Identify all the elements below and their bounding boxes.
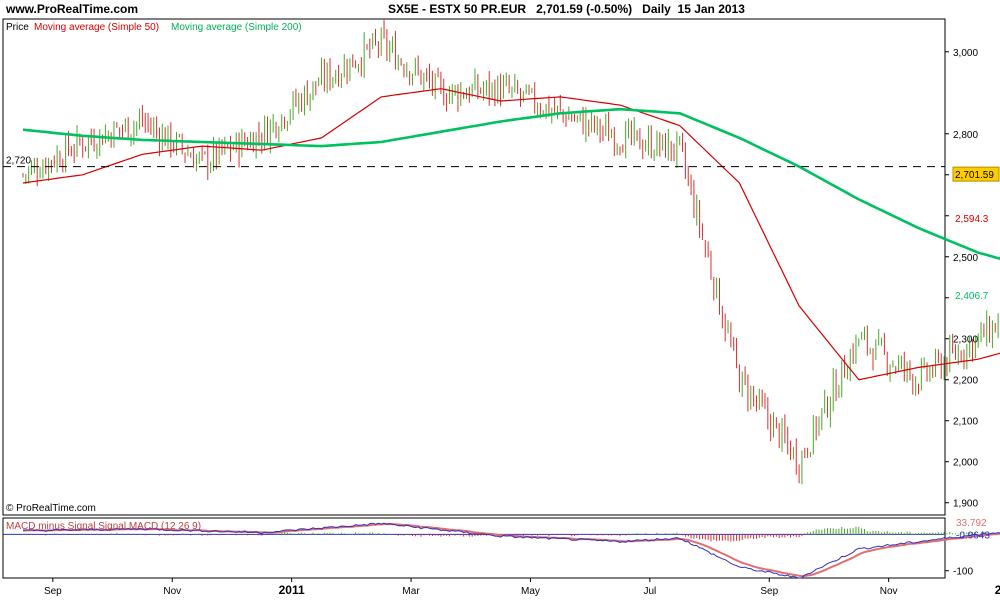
y-tick-label: 1,900 [953,499,978,510]
x-tick-label: May [521,586,540,597]
price-marker-label: 2,406.7 [955,291,989,302]
chart-title: SX5E - ESTX 50 PR.EUR 2,701.59 (-0.50%) … [388,2,745,16]
copyright: © ProRealTime.com [6,503,96,514]
macd-y-tick-label: -100 [953,567,973,578]
price-markers: 2,701.59 2,594.3 2,406.7 [952,166,1000,303]
y-tick-label: 2,100 [953,417,978,428]
chart-date: 15 Jan 2013 [677,2,745,16]
chart-header: www.ProRealTime.com SX5E - ESTX 50 PR.EU… [0,0,1000,18]
x-tick-label: Jul [643,586,656,597]
price-change: (-0.50%) [586,2,633,16]
y-tick-label: 2,000 [953,458,978,469]
x-tick-label: Sep [44,586,62,597]
date-x-axis: SepNov2011MarMayJulSepNov2012MarMayJulSe… [44,578,1000,597]
ma200-line [22,107,1000,260]
legend-ma200: Moving average (Simple 200) [171,22,302,33]
x-tick-label: Sep [760,586,778,597]
legend-price: Price [6,22,29,33]
x-tick-label: 2012 [995,583,1000,597]
price-marker-box [952,287,1000,303]
price-y-axis: 1,9002,0002,1002,2002,3002,4002,5002,600… [945,48,978,510]
y-tick-label: 2,200 [953,376,978,387]
reference-line-label: 2,720 [6,156,31,167]
y-tick-label: 2,800 [953,130,978,141]
last-price: 2,701.59 [536,2,583,16]
period: Daily [642,2,671,16]
price-marker-box [952,210,1000,226]
macd-value-marker: 33.792 [956,518,987,529]
x-tick-label: 2011 [279,583,305,597]
y-tick-label: 3,000 [953,48,978,59]
candles [22,18,999,485]
price-panel-frame [2,18,946,516]
macd-panel-frame [2,517,946,579]
legend-ma50: Moving average (Simple 50) [34,22,159,33]
reference-lines: 2,720 [3,156,945,168]
y-tick-label: 2,500 [953,253,978,264]
x-tick-label: Nov [880,586,898,597]
moving-averages [22,88,1000,381]
macd-title: MACD minus Signal Signal MACD (12 26 9) [6,521,201,532]
x-tick-label: Nov [163,586,181,597]
symbol-name: SX5E - ESTX 50 PR.EUR [388,2,527,16]
macd-line [22,522,1000,579]
macd-indicator: -100 33.792 -0.9643 [3,518,1000,579]
price-marker-box [952,166,1000,182]
price-marker-label: 2,594.3 [955,214,989,225]
x-tick-label: Mar [402,586,420,597]
site-name: www.ProRealTime.com [6,2,139,16]
macd-value-marker: -0.9643 [956,531,990,542]
y-tick-label: 2,300 [953,335,978,346]
price-marker-label: 2,701.59 [955,170,994,181]
ma50-line [22,88,1000,381]
signal-line [22,522,1000,578]
